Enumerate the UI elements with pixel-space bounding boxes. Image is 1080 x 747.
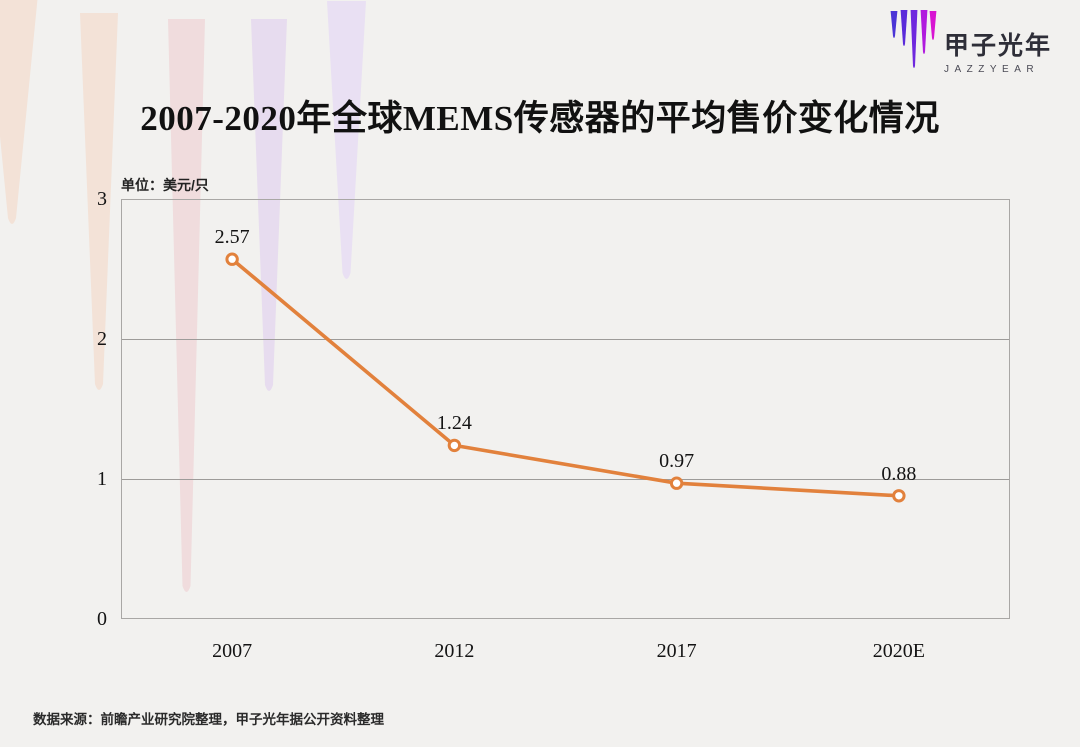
logo-spike-icon	[910, 10, 918, 68]
page-title: 2007-2020年全球MEMS传感器的平均售价变化情况	[140, 99, 940, 138]
data-point-marker	[447, 438, 462, 453]
y-tick-label: 1	[97, 468, 107, 490]
data-point-marker	[669, 476, 684, 490]
logo-spike-icon	[890, 11, 898, 38]
gridline	[122, 479, 1009, 480]
data-point-label: 2.57	[214, 226, 250, 249]
gridline	[122, 339, 1009, 340]
data-point-label: 0.88	[881, 462, 917, 485]
x-axis-label: 2012	[434, 640, 475, 662]
logo-name: 甲子光年	[944, 33, 1053, 60]
data-point-label: 0.97	[659, 450, 695, 473]
brand-logo: 甲子光年 JAZZYEAR	[884, 8, 1070, 78]
jazzyear-icicle-logo-icon	[890, 10, 937, 68]
axis-unit-label: 单位：美元/只	[121, 177, 209, 193]
x-axis-label: 2007	[212, 640, 253, 662]
logo-spike-icon	[900, 10, 908, 46]
line-series-layer	[225, 252, 906, 503]
logo-spike-icon	[929, 11, 937, 40]
y-tick-label: 3	[97, 188, 107, 210]
data-point-marker	[892, 489, 906, 503]
data-point-marker	[225, 252, 239, 266]
logo-spike-icon	[920, 10, 928, 54]
plot-area	[121, 199, 1010, 619]
source-note: 数据来源：前瞻产业研究院整理，甲子光年据公开资料整理	[33, 712, 384, 727]
x-axis-label: 2017	[656, 640, 697, 662]
logo-subname: JAZZYEAR	[944, 64, 1040, 75]
price-line-series	[230, 257, 901, 498]
x-axis-label: 2020E	[872, 640, 925, 662]
y-tick-label: 0	[97, 608, 107, 630]
data-point-label: 1.24	[436, 412, 472, 435]
logo-text: 甲子光年 JAZZYEAR	[944, 26, 1070, 75]
y-tick-label: 2	[97, 328, 107, 350]
